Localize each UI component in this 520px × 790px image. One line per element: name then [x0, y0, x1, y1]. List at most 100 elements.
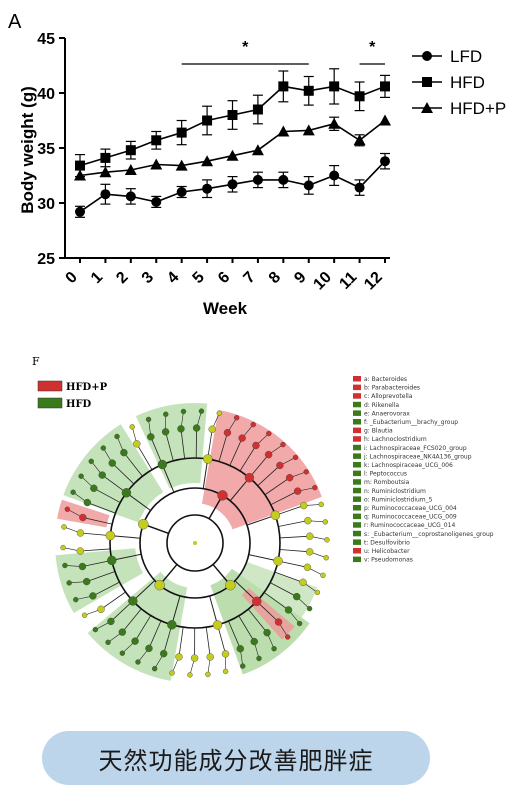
data-point: [329, 170, 340, 181]
legend-label: LFD: [450, 47, 482, 66]
tree-branch: [275, 505, 304, 516]
tree-leaf: [60, 544, 66, 551]
tree-branch: [111, 462, 135, 485]
tree-node: [306, 532, 314, 540]
tree-branch: [246, 514, 276, 526]
tree-leaf: [114, 433, 120, 440]
tree-leaf: [256, 655, 262, 662]
tree-node: [76, 529, 85, 537]
taxa-legend-swatch: [353, 530, 361, 537]
taxa-legend-label: e: Anaerovorax: [364, 410, 410, 417]
taxa-legend-label: r: Ruminococcaceae_UCG_014: [364, 522, 455, 529]
tree-node: [190, 654, 199, 662]
tree-leaf: [312, 484, 318, 491]
tree-branch: [248, 554, 279, 562]
tree-node: [304, 516, 312, 525]
tree-node: [147, 433, 155, 441]
taxa-legend-label: k: Lachnospiraceae_UCG_006: [364, 462, 453, 469]
tree-leaf: [303, 469, 309, 475]
legend-marker: [421, 102, 433, 113]
series-lfd: [75, 152, 390, 218]
tree-node: [128, 596, 138, 606]
tree-node: [175, 653, 183, 661]
tree-leaf: [198, 408, 205, 414]
x-axis-title: Week: [203, 299, 248, 318]
tree-node: [252, 441, 260, 450]
data-point: [354, 91, 365, 102]
tree-branch: [209, 595, 219, 626]
data-point: [380, 81, 390, 92]
taxa-legend-swatch: [353, 487, 361, 494]
x-tick-label: 5: [190, 269, 208, 287]
data-point: [278, 81, 289, 92]
data-point: [202, 115, 213, 126]
tree-branch: [238, 615, 255, 642]
taxa-legend-swatch: [353, 496, 361, 502]
tree-leaf: [271, 645, 277, 652]
tree-leaf: [266, 430, 272, 437]
taxa-legend-swatch: [353, 513, 361, 520]
tree-branch: [132, 580, 156, 602]
taxa-legend-swatch: [353, 479, 361, 485]
x-tick-label: 12: [361, 269, 386, 294]
tree-branch: [277, 560, 308, 568]
tree-node: [284, 606, 293, 614]
tree-leaf: [296, 620, 303, 627]
tree-branch: [100, 591, 126, 610]
data-point: [303, 85, 314, 96]
panel-letter-f: F: [32, 355, 40, 368]
tree-branch: [87, 502, 116, 514]
data-point: [201, 155, 214, 167]
tree-ring: [166, 514, 224, 572]
tree-node: [121, 488, 132, 498]
legend-label: HFD+P: [450, 99, 506, 118]
tree-branch: [80, 532, 111, 536]
tree-node: [167, 620, 177, 630]
data-point: [175, 159, 188, 171]
tree-branch: [136, 443, 153, 470]
x-tick-label: 2: [113, 269, 131, 287]
tree-branch: [228, 620, 241, 649]
tree-leaf: [180, 408, 187, 415]
tree-branch: [263, 592, 289, 611]
group-legend-label: HFD+P: [66, 382, 108, 393]
tree-branch: [82, 559, 112, 567]
taxa-legend-label: h: Lachnoclostridium: [364, 436, 427, 443]
tree-leaf: [323, 555, 329, 561]
tree-branch: [279, 549, 310, 553]
tree-leaf: [216, 410, 222, 416]
tree-node: [159, 649, 168, 658]
series-hfd-p: [74, 114, 391, 181]
tree-node: [293, 487, 302, 495]
x-tick-label: 10: [310, 269, 335, 294]
tree-leaf: [70, 489, 76, 495]
data-point: [278, 174, 289, 185]
tree-branch: [134, 615, 152, 642]
tree-branch: [93, 487, 121, 503]
tree-node: [83, 498, 92, 507]
tree-branch: [278, 520, 308, 527]
tree-ring: [139, 487, 251, 599]
data-point: [75, 206, 85, 217]
tree-node: [276, 461, 284, 470]
tree-node: [79, 513, 87, 522]
tree-leaf: [62, 562, 68, 569]
data-point: [379, 114, 391, 126]
tree-leaf: [318, 501, 324, 508]
data-point: [354, 182, 365, 193]
data-point: [252, 174, 263, 185]
tree-leaf: [100, 445, 107, 451]
x-tick-label: 8: [266, 269, 284, 287]
x-tick-label: 6: [215, 269, 233, 287]
data-point: [125, 145, 136, 156]
tree-node: [250, 637, 258, 646]
legend-label: HFD: [450, 73, 485, 92]
tree-branch: [217, 624, 226, 654]
tree-node: [108, 459, 116, 467]
taxa-legend-label: s: _Eubacterium__coprostanoligenes_group: [364, 531, 494, 538]
tree-node: [270, 510, 281, 521]
tree-leaf: [169, 670, 175, 676]
taxa-legend-swatch: [353, 470, 361, 477]
tree-branch: [218, 432, 228, 462]
chart-legend: LFD HFD HFD+P: [412, 47, 506, 118]
